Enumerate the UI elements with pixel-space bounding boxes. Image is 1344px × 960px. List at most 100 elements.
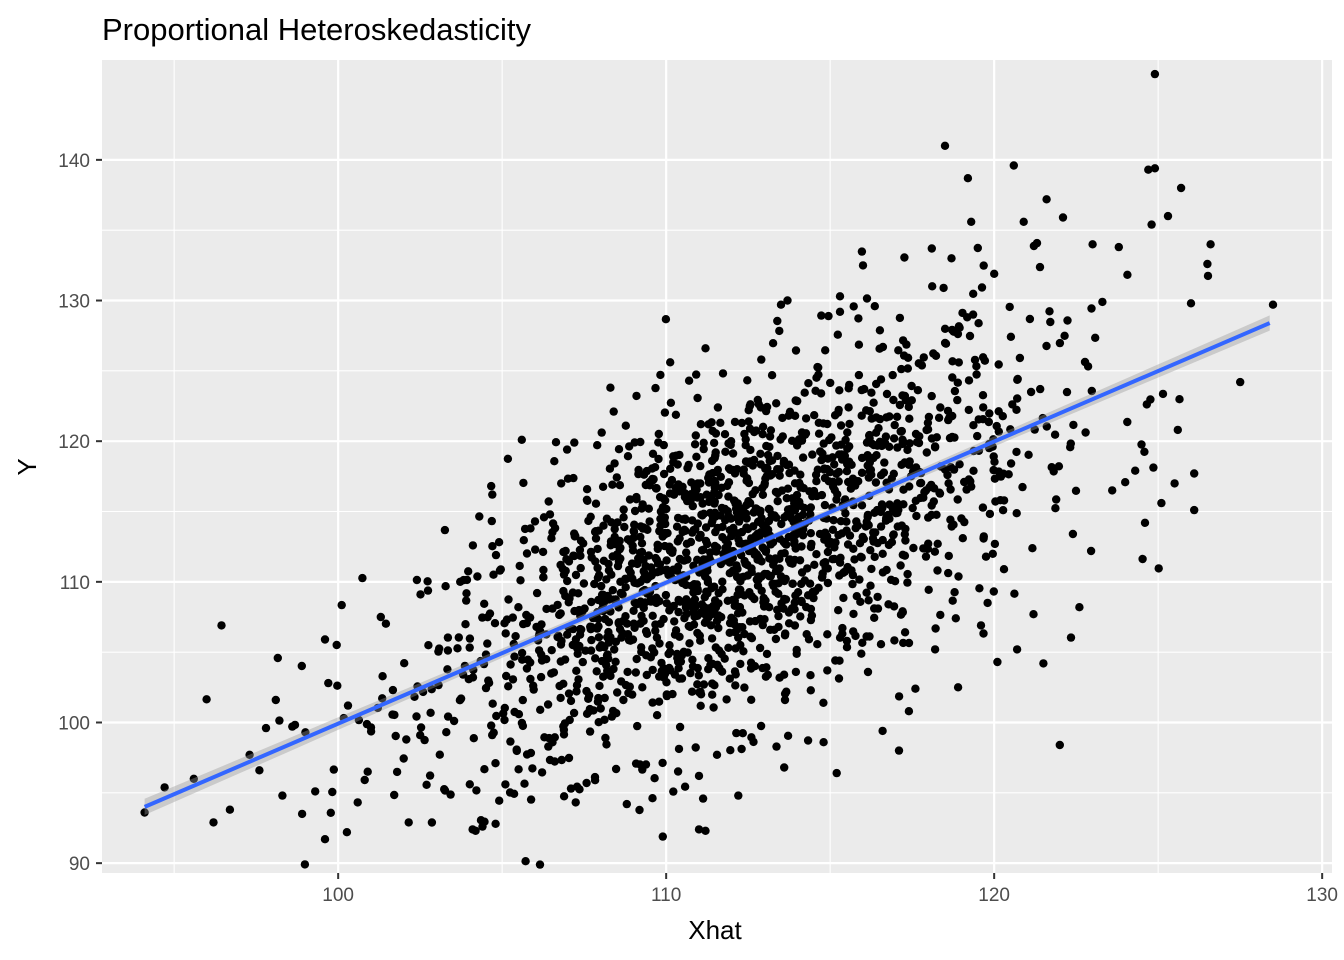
data-point bbox=[964, 405, 973, 415]
data-point bbox=[751, 616, 760, 626]
data-point bbox=[354, 715, 364, 725]
data-point bbox=[1039, 659, 1048, 668]
data-point bbox=[1114, 242, 1124, 252]
data-point bbox=[756, 449, 765, 458]
data-point bbox=[809, 489, 818, 498]
data-point bbox=[388, 685, 398, 695]
data-point bbox=[990, 269, 999, 278]
data-point bbox=[889, 530, 898, 540]
data-point bbox=[936, 403, 945, 412]
data-point bbox=[711, 643, 720, 652]
data-point bbox=[954, 572, 963, 581]
data-point bbox=[983, 598, 992, 608]
data-point bbox=[743, 376, 752, 385]
data-point bbox=[929, 497, 938, 506]
data-point bbox=[666, 464, 675, 473]
data-point bbox=[539, 565, 548, 575]
data-point bbox=[671, 410, 681, 419]
data-point bbox=[911, 429, 921, 439]
data-point bbox=[1121, 478, 1130, 487]
data-point bbox=[644, 504, 653, 513]
data-point bbox=[806, 503, 815, 512]
data-point bbox=[652, 711, 662, 720]
data-point bbox=[843, 540, 853, 549]
data-point bbox=[412, 575, 422, 585]
data-point bbox=[564, 753, 574, 763]
data-point bbox=[574, 589, 583, 598]
data-point bbox=[621, 421, 630, 430]
data-point bbox=[562, 445, 572, 454]
data-point bbox=[773, 605, 782, 614]
data-point bbox=[571, 798, 580, 807]
data-point bbox=[632, 654, 641, 664]
data-point bbox=[904, 707, 914, 716]
data-point bbox=[1087, 304, 1096, 313]
data-point bbox=[741, 441, 750, 450]
data-point bbox=[637, 611, 646, 620]
data-point bbox=[544, 497, 553, 506]
data-point bbox=[734, 633, 743, 642]
data-point bbox=[905, 414, 914, 423]
data-point bbox=[646, 563, 656, 572]
data-point bbox=[931, 351, 941, 360]
data-point bbox=[804, 379, 813, 388]
data-point bbox=[608, 480, 617, 489]
data-point bbox=[600, 693, 609, 703]
data-point bbox=[724, 478, 734, 487]
data-point bbox=[611, 637, 621, 646]
data-point bbox=[1069, 420, 1078, 430]
data-point bbox=[845, 380, 854, 390]
data-point bbox=[999, 565, 1009, 574]
data-point bbox=[1058, 213, 1068, 222]
data-point bbox=[823, 578, 833, 588]
data-point bbox=[873, 505, 882, 515]
data-point bbox=[899, 500, 908, 509]
data-point bbox=[665, 647, 675, 657]
data-point bbox=[727, 613, 736, 622]
data-point bbox=[518, 721, 528, 731]
data-point bbox=[747, 695, 756, 704]
regression-line bbox=[143, 321, 1271, 809]
data-point bbox=[699, 555, 708, 564]
data-point bbox=[703, 578, 713, 587]
data-point bbox=[592, 667, 601, 676]
data-point bbox=[740, 629, 749, 639]
data-point bbox=[613, 688, 622, 697]
data-point bbox=[806, 529, 815, 538]
data-point bbox=[526, 795, 536, 804]
data-point bbox=[796, 612, 805, 621]
data-point bbox=[758, 430, 767, 439]
data-point bbox=[744, 458, 753, 468]
data-point bbox=[400, 659, 409, 668]
data-point bbox=[1131, 466, 1140, 475]
data-point bbox=[711, 478, 720, 488]
data-point bbox=[490, 619, 500, 628]
x-tick-label: 110 bbox=[651, 885, 681, 906]
data-point bbox=[693, 663, 702, 673]
data-point bbox=[1236, 377, 1245, 387]
data-point bbox=[735, 623, 744, 632]
data-point bbox=[817, 455, 826, 465]
data-point bbox=[924, 585, 933, 594]
data-point bbox=[892, 412, 902, 421]
data-point bbox=[948, 357, 957, 366]
data-point bbox=[548, 519, 558, 528]
data-point bbox=[689, 525, 698, 535]
data-point bbox=[765, 442, 774, 452]
data-point bbox=[561, 566, 570, 576]
data-point bbox=[648, 449, 658, 458]
data-point bbox=[773, 316, 782, 326]
data-point bbox=[994, 360, 1003, 369]
data-point bbox=[900, 253, 909, 262]
data-point bbox=[526, 748, 536, 758]
data-point bbox=[777, 549, 786, 558]
data-point bbox=[595, 681, 604, 691]
data-point bbox=[1071, 486, 1081, 495]
data-point bbox=[586, 512, 595, 521]
data-point bbox=[888, 370, 897, 380]
data-point bbox=[563, 576, 572, 586]
data-point bbox=[955, 323, 964, 332]
data-point bbox=[601, 614, 610, 624]
data-point bbox=[755, 643, 765, 653]
data-point bbox=[582, 686, 591, 696]
